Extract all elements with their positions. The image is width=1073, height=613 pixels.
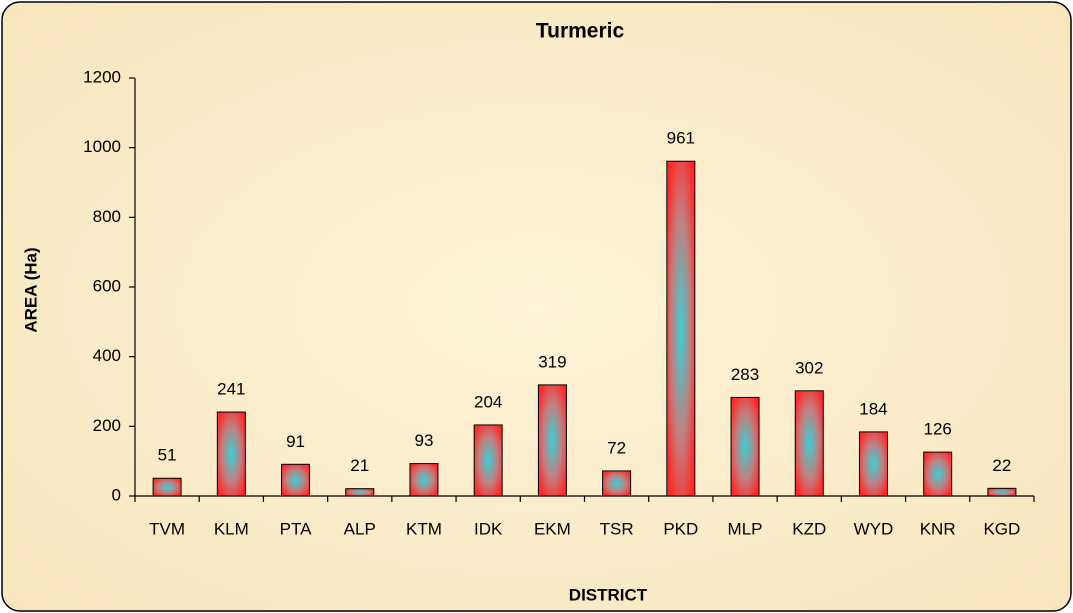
- value-label: 93: [415, 431, 434, 450]
- y-tick-label: 600: [93, 276, 121, 295]
- x-tick-label: KTM: [406, 519, 442, 538]
- value-label: 51: [158, 446, 177, 465]
- bar: [794, 390, 824, 497]
- value-label: 241: [217, 380, 245, 399]
- x-tick-label: TVM: [149, 519, 185, 538]
- x-tick-label: ALP: [344, 519, 376, 538]
- value-label: 283: [731, 365, 759, 384]
- x-tick-label: PKD: [663, 519, 698, 538]
- bar: [858, 431, 888, 497]
- x-axis-title: DISTRICT: [569, 585, 648, 604]
- value-label: 204: [474, 392, 502, 411]
- bar: [281, 463, 311, 497]
- value-label: 21: [350, 456, 369, 475]
- value-label: 22: [992, 456, 1011, 475]
- value-label: 72: [607, 438, 626, 457]
- value-label: 319: [538, 352, 566, 371]
- bar: [730, 396, 760, 497]
- chart-title: Turmeric: [536, 20, 625, 43]
- value-label: 184: [859, 399, 887, 418]
- bar: [923, 451, 953, 497]
- y-tick-label: 400: [93, 346, 121, 365]
- x-tick-label: PTA: [280, 519, 312, 538]
- bar: [409, 463, 439, 497]
- y-tick-label: 800: [93, 207, 121, 226]
- bar: [152, 477, 182, 497]
- x-tick-label: KZD: [792, 519, 826, 538]
- x-tick-label: IDK: [474, 519, 503, 538]
- x-tick-label: KLM: [214, 519, 249, 538]
- bar: [345, 488, 375, 497]
- bar: [666, 160, 696, 497]
- x-tick-label: TSR: [600, 519, 634, 538]
- bar: [987, 487, 1017, 497]
- y-tick-label: 1000: [83, 137, 121, 156]
- value-label: 126: [923, 420, 951, 439]
- x-tick-label: KGD: [983, 519, 1020, 538]
- y-tick-label: 0: [112, 485, 121, 504]
- bar: [602, 470, 632, 497]
- x-tick-label: KNR: [920, 519, 956, 538]
- y-tick-label: 1200: [83, 67, 121, 86]
- x-tick-label: MLP: [728, 519, 763, 538]
- x-tick-label: EKM: [534, 519, 571, 538]
- bar: [216, 411, 246, 497]
- bar: [473, 424, 503, 497]
- value-label: 961: [667, 129, 695, 148]
- value-label: 302: [795, 358, 823, 377]
- value-label: 91: [286, 432, 305, 451]
- bar: [537, 384, 567, 497]
- y-tick-label: 200: [93, 416, 121, 435]
- x-tick-label: WYD: [854, 519, 894, 538]
- y-axis-title: AREA (Ha): [21, 247, 40, 332]
